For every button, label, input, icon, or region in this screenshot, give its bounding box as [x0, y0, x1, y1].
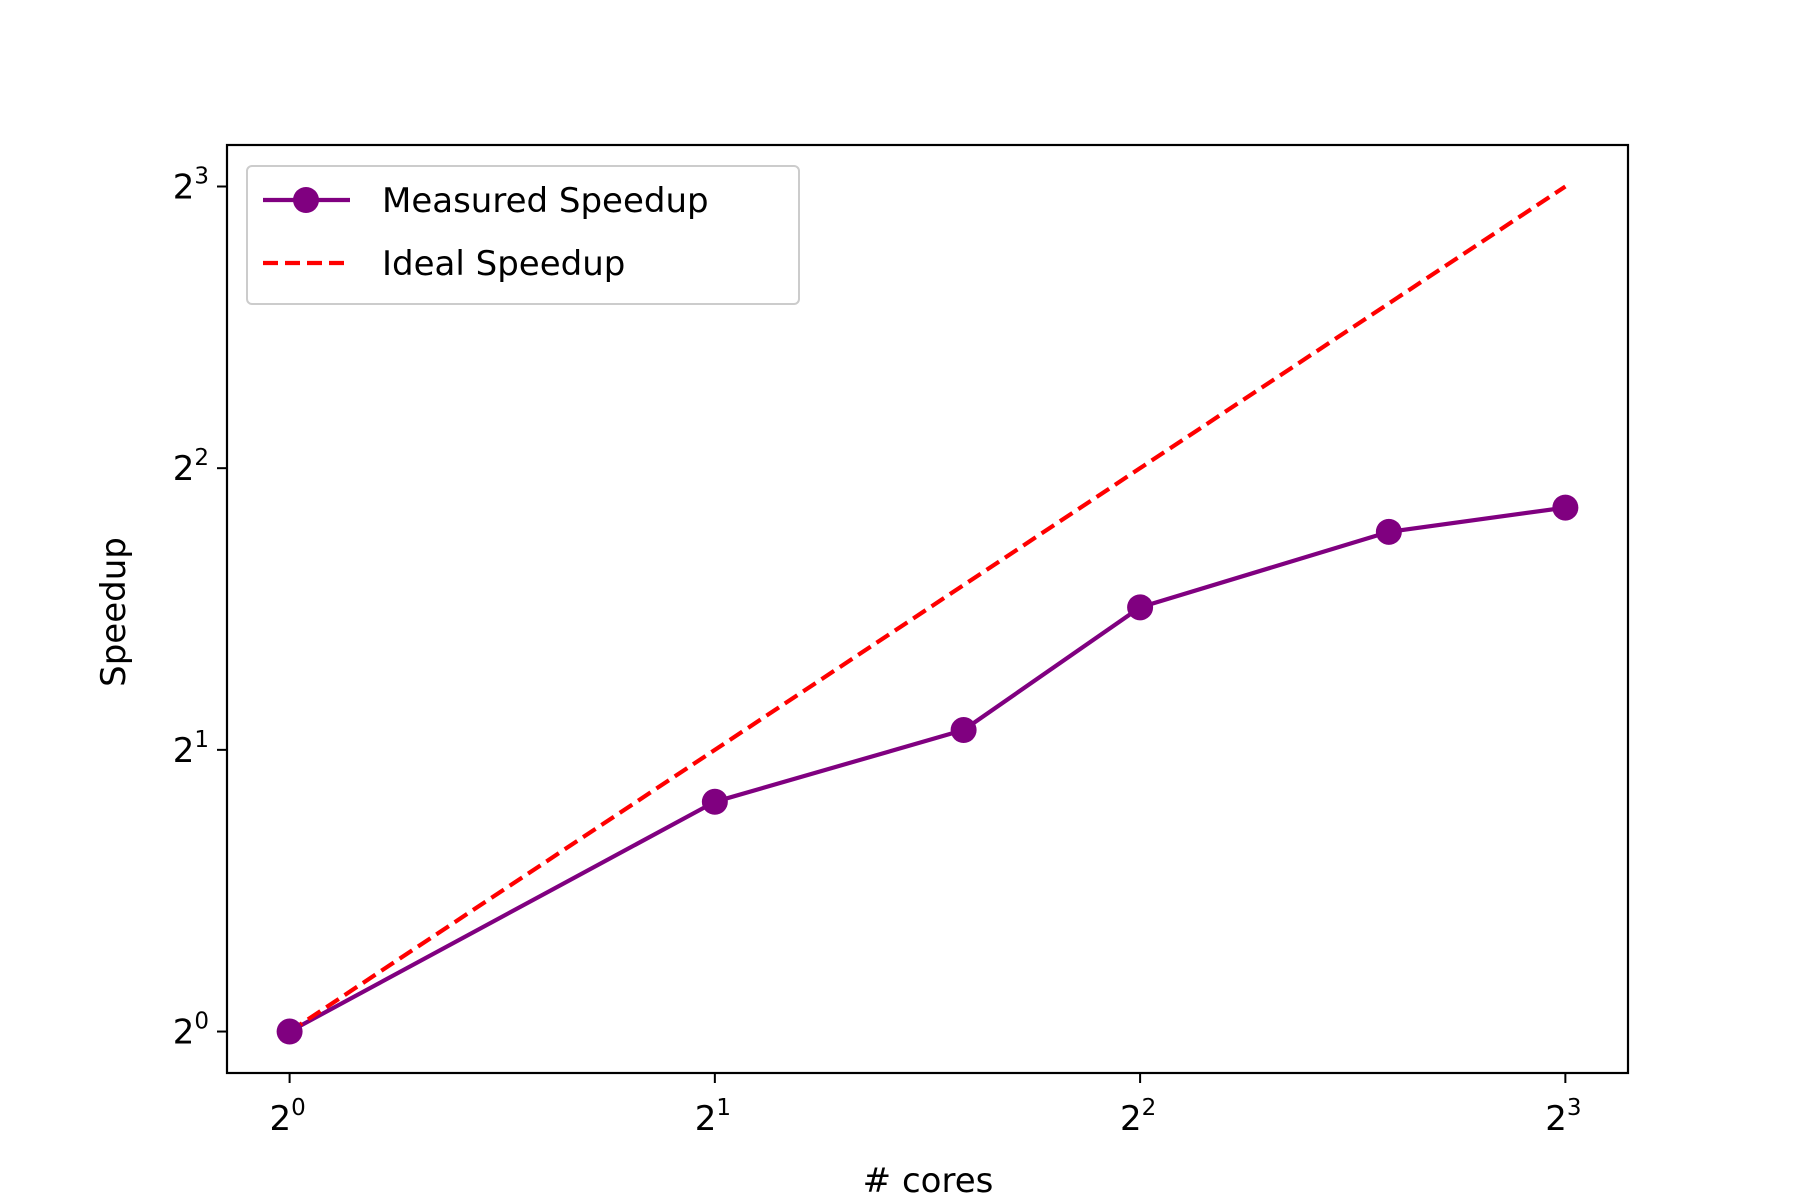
x-tick-label: 21	[695, 1095, 731, 1139]
legend: Measured Speedup Ideal Speedup	[246, 165, 800, 305]
measured-speedup-point	[1127, 594, 1154, 621]
y-tick-label: 21	[173, 727, 209, 771]
measured-speedup-line	[288, 505, 1566, 1034]
plot-area	[225, 143, 1630, 1075]
measured-speedup-point	[701, 788, 728, 815]
x-tick-label: 22	[1120, 1095, 1156, 1139]
legend-box	[246, 165, 800, 305]
measured-speedup-point	[1375, 518, 1402, 545]
legend-label: Ideal Speedup	[382, 244, 625, 284]
legend-swatch-marker	[293, 187, 319, 213]
y-tick-label: 23	[173, 163, 209, 207]
legend-label: Measured Speedup	[382, 181, 709, 221]
y-tick-label: 20	[173, 1009, 209, 1053]
y-axis-label: Speedup	[94, 537, 134, 687]
measured-speedup-point	[950, 717, 977, 744]
measured-speedup-point	[276, 1018, 303, 1045]
y-tick-label: 22	[173, 445, 209, 489]
measured-speedup-point	[1552, 494, 1579, 521]
x-axis-ticks: 20 21 22 23	[269, 1073, 1581, 1139]
x-tick-label: 20	[269, 1095, 305, 1139]
plot-frame	[225, 143, 1630, 1075]
x-tick-label: 23	[1545, 1095, 1581, 1139]
ideal-speedup-line	[288, 184, 1567, 1034]
y-axis-ticks: 20 21 22 23	[173, 163, 227, 1053]
x-axis-label: # cores	[863, 1161, 994, 1200]
